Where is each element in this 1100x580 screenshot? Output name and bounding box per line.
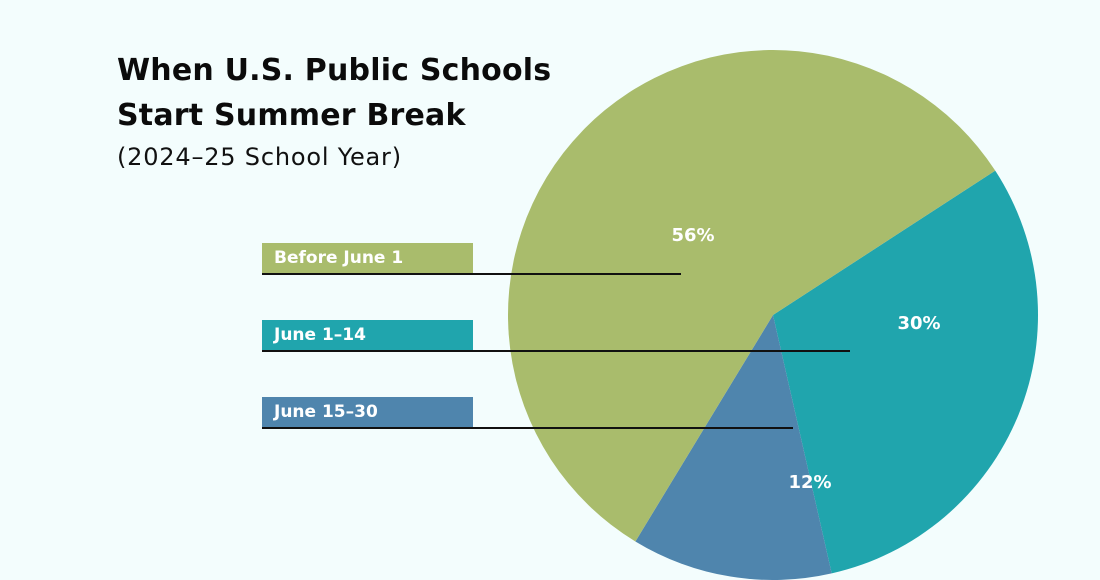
- legend-item-before-june-1: Before June 1: [262, 243, 473, 273]
- chart-title-line-1: When U.S. Public Schools: [117, 53, 552, 88]
- value-label-june-15-30: 12%: [788, 472, 831, 493]
- value-label-june-1-14: 30%: [897, 313, 940, 334]
- slice-before-june-1: [507, 49, 996, 542]
- legend-item-june-1-14: June 1–14: [262, 320, 473, 350]
- legend-item-june-15-30: June 15–30: [262, 397, 473, 427]
- chart-title-line-2: Start Summer Break: [117, 98, 466, 133]
- value-label-before-june-1: 56%: [671, 225, 714, 246]
- chart-subtitle: (2024–25 School Year): [117, 143, 402, 171]
- slice-june-1-14: [773, 170, 1038, 574]
- slice-june-15-30: [635, 315, 832, 580]
